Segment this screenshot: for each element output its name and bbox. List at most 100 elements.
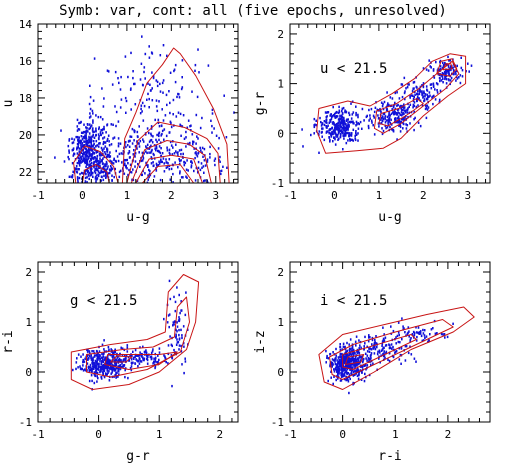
data-point (439, 61, 441, 64)
data-point (106, 369, 108, 372)
data-point (109, 361, 111, 365)
data-point (404, 97, 406, 101)
data-point (79, 121, 82, 124)
data-point (382, 337, 385, 340)
data-point (337, 118, 340, 121)
data-point (181, 184, 183, 186)
x-tick-label: -1 (31, 428, 44, 441)
data-point (172, 98, 175, 102)
data-point (334, 362, 337, 366)
data-point (200, 149, 202, 152)
data-point (417, 326, 420, 329)
data-point (360, 378, 363, 381)
data-point (352, 366, 354, 369)
data-point (97, 115, 100, 119)
data-point (78, 161, 81, 165)
data-point (448, 71, 450, 74)
data-point (407, 83, 409, 86)
data-point (82, 369, 85, 372)
data-point (86, 154, 88, 158)
data-point (93, 147, 95, 150)
y-axis-label: u (1, 100, 16, 108)
data-point (83, 153, 85, 156)
y-tick-label: 2 (25, 266, 32, 279)
data-point (86, 362, 89, 365)
data-point (101, 356, 104, 360)
data-point (85, 148, 87, 151)
data-point (356, 349, 359, 353)
data-point (106, 367, 109, 370)
data-point (371, 121, 373, 124)
data-point (380, 118, 382, 121)
data-point (355, 124, 357, 127)
data-point (348, 359, 350, 362)
data-point (180, 176, 183, 179)
data-point (101, 87, 103, 90)
data-point (174, 309, 177, 313)
data-point (346, 367, 349, 370)
data-point (77, 138, 80, 142)
y-tick-label: 1 (277, 316, 284, 329)
data-point (82, 158, 85, 161)
data-point (412, 94, 414, 97)
data-point (132, 168, 134, 171)
data-point (143, 104, 146, 108)
data-point (102, 352, 105, 356)
data-point (338, 129, 340, 133)
data-point (330, 113, 332, 116)
data-point (86, 168, 88, 172)
data-point (93, 57, 96, 60)
data-point (379, 361, 381, 364)
data-point (336, 373, 339, 376)
data-point (114, 105, 116, 108)
data-point (157, 164, 160, 167)
data-point (342, 148, 344, 151)
data-point (71, 176, 74, 179)
data-point (393, 104, 395, 108)
data-point (171, 153, 174, 156)
data-point (97, 133, 100, 136)
data-point (132, 153, 135, 156)
data-point (423, 90, 425, 93)
data-point (163, 162, 165, 165)
data-point (197, 171, 199, 174)
data-point (213, 127, 215, 130)
data-point (131, 127, 134, 131)
data-point (87, 358, 89, 361)
data-point (140, 360, 143, 363)
data-point (321, 127, 323, 130)
data-point (70, 196, 72, 198)
data-point (100, 360, 103, 363)
data-point (366, 359, 368, 362)
data-point (102, 178, 105, 182)
data-point (103, 348, 105, 351)
data-point (335, 133, 337, 136)
data-point (384, 336, 387, 339)
data-point (140, 104, 143, 107)
data-point (350, 134, 353, 137)
data-point (456, 69, 458, 73)
data-point (89, 352, 91, 355)
data-point (98, 127, 100, 131)
data-point (188, 217, 190, 219)
data-point (100, 169, 102, 172)
data-point (399, 113, 402, 116)
data-point (84, 180, 87, 183)
data-point (138, 362, 141, 365)
data-point (93, 152, 95, 155)
data-point (154, 118, 156, 122)
data-point (141, 355, 143, 358)
data-point (117, 361, 120, 364)
data-point (140, 159, 143, 163)
data-point (370, 348, 373, 351)
data-point (355, 120, 358, 124)
data-point (102, 360, 104, 364)
data-point (440, 79, 443, 82)
data-point (102, 105, 105, 108)
data-point (342, 119, 344, 123)
data-point (134, 103, 137, 106)
data-point (170, 167, 173, 171)
data-point (161, 132, 163, 136)
data-point (378, 125, 380, 128)
data-point (340, 355, 342, 359)
